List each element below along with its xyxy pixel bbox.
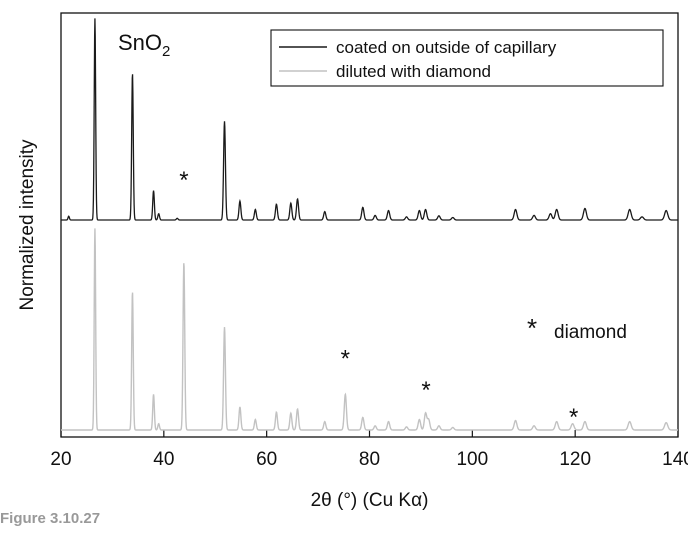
x-tick-label: 140 [662,449,688,470]
series-layer [61,18,678,431]
x-tick-label: 100 [456,449,488,470]
x-tick-label: 60 [256,449,277,470]
diamond-peak-marker: * [569,404,578,431]
x-axis-ticks: 20 40 60 80 100 120 140 [50,430,688,470]
x-tick-label: 120 [559,449,591,470]
figure-caption: Figure 3.10.27 [0,510,101,527]
diamond-peak-marker: * [179,167,188,194]
legend-box [270,29,664,87]
diamond-peak-marker: * [341,345,350,372]
marker-legend-symbol: * [527,313,537,343]
marker-legend-text: diamond [554,322,627,343]
legend-label-2: diluted with diamond [336,62,491,81]
sample-formula: SnO2 [118,30,170,60]
marker-legend: * diamond [527,313,627,343]
y-axis-title: Normalized intensity [17,139,38,311]
series-line-1 [61,18,678,221]
x-tick-label: 40 [153,449,174,470]
series-line-2 [61,228,678,431]
x-tick-label: 80 [359,449,380,470]
sample-label: SnO2 [118,30,170,60]
diamond-peak-marker: * [421,377,430,404]
legend-label-1: coated on outside of capillary [336,38,557,57]
diamond-peak-markers: * * * * [179,167,578,431]
x-axis-title: 2θ (°) (Cu Kα) [311,490,429,511]
x-tick-label: 20 [50,449,71,470]
legend: coated on outside of capillary diluted w… [270,29,664,87]
